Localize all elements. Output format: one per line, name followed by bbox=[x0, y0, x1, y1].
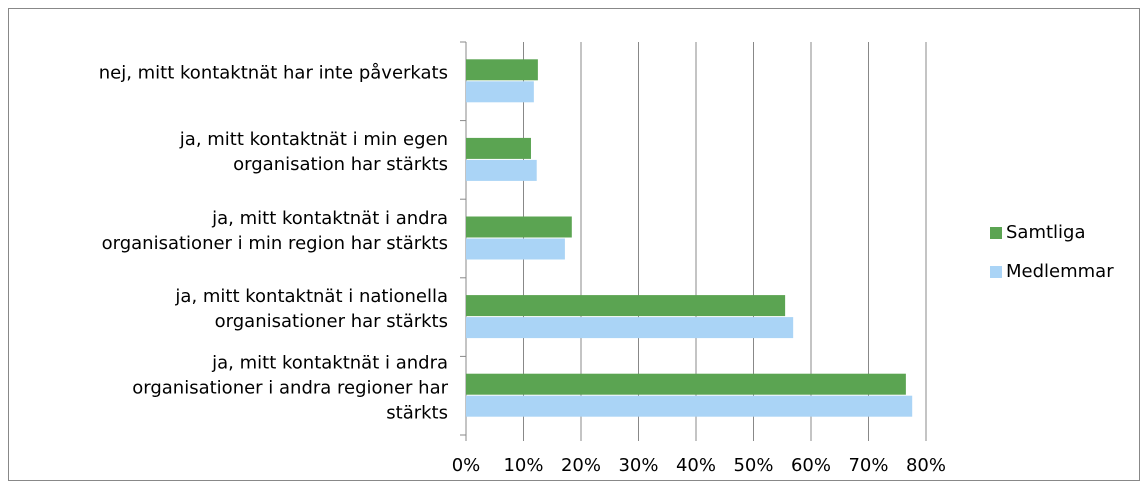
y-tick-label: ja, mitt kontaktnät i nationella organis… bbox=[175, 286, 448, 333]
legend-label: Medlemmar bbox=[1006, 261, 1114, 282]
x-tick-label: 30% bbox=[618, 455, 658, 476]
y-tick-label: ja, mitt kontaktnät i andra organisation… bbox=[132, 352, 448, 424]
chart-border bbox=[8, 8, 1140, 481]
x-tick-label: 0% bbox=[452, 455, 481, 476]
x-tick-label: 10% bbox=[503, 455, 543, 476]
bar bbox=[466, 216, 572, 238]
legend-swatch bbox=[990, 266, 1002, 278]
x-tick-label: 70% bbox=[848, 455, 888, 476]
x-tick-label: 50% bbox=[733, 455, 773, 476]
x-tick-label: 80% bbox=[906, 455, 946, 476]
y-tick-label: ja, mitt kontaktnät i andra organisation… bbox=[101, 207, 448, 254]
bar bbox=[466, 295, 786, 317]
bar bbox=[466, 81, 534, 103]
legend-label: Samtliga bbox=[1006, 222, 1086, 243]
bar bbox=[466, 238, 565, 260]
bar bbox=[466, 137, 531, 159]
x-tick-label: 40% bbox=[676, 455, 716, 476]
bar bbox=[466, 373, 906, 395]
y-tick-label: ja, mitt kontaktnät i min egen organisat… bbox=[179, 128, 448, 175]
bar bbox=[466, 317, 794, 339]
legend-swatch bbox=[990, 227, 1002, 239]
x-tick-label: 20% bbox=[561, 455, 601, 476]
bar bbox=[466, 159, 537, 181]
x-tick-label: 60% bbox=[791, 455, 831, 476]
y-tick-label: nej, mitt kontaktnät har inte påverkats bbox=[98, 62, 448, 84]
bar bbox=[466, 395, 913, 417]
bar bbox=[466, 59, 538, 81]
